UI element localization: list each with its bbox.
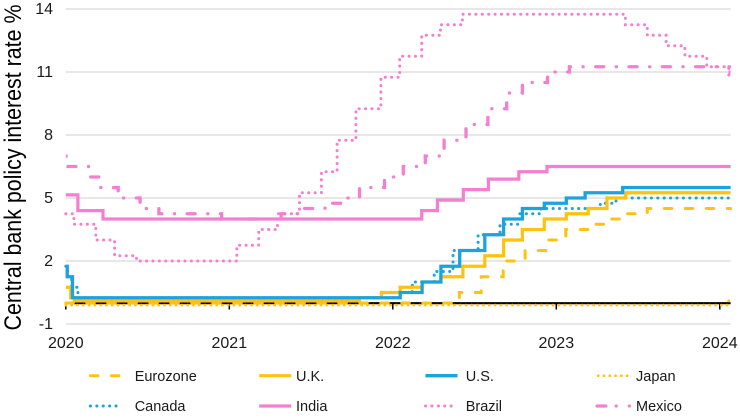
svg-text:2: 2 xyxy=(44,253,53,270)
svg-text:8: 8 xyxy=(44,127,53,144)
svg-text:Brazil: Brazil xyxy=(466,399,502,414)
svg-text:India: India xyxy=(296,399,328,414)
svg-text:U.S.: U.S. xyxy=(466,369,494,385)
svg-text:2024: 2024 xyxy=(702,335,738,352)
svg-text:U.K.: U.K. xyxy=(296,369,324,385)
svg-text:-1: -1 xyxy=(39,316,53,333)
svg-text:11: 11 xyxy=(36,64,53,81)
svg-text:Japan: Japan xyxy=(636,369,676,385)
svg-text:Eurozone: Eurozone xyxy=(135,369,197,385)
svg-text:2023: 2023 xyxy=(539,335,575,352)
svg-text:2020: 2020 xyxy=(48,335,84,352)
svg-text:5: 5 xyxy=(44,190,53,207)
svg-text:Mexico: Mexico xyxy=(636,399,682,414)
svg-text:2021: 2021 xyxy=(212,335,248,352)
svg-text:Central bank policy interest r: Central bank policy interest rate % xyxy=(0,5,27,331)
svg-text:Canada: Canada xyxy=(135,399,187,414)
svg-text:14: 14 xyxy=(35,1,53,18)
svg-text:2022: 2022 xyxy=(375,335,411,352)
